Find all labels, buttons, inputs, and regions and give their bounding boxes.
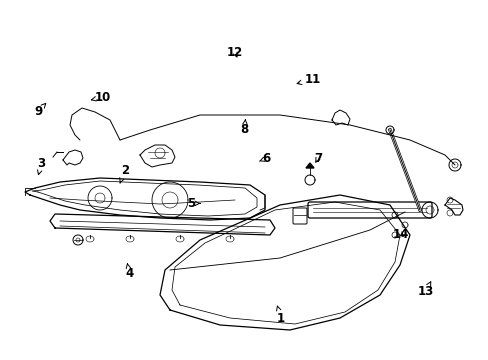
Polygon shape [331, 110, 349, 125]
Text: 7: 7 [313, 152, 321, 165]
Text: 14: 14 [392, 228, 408, 240]
Text: 6: 6 [259, 152, 270, 165]
Text: 11: 11 [297, 73, 321, 86]
Polygon shape [305, 163, 313, 168]
FancyBboxPatch shape [307, 202, 431, 218]
Text: 10: 10 [91, 91, 111, 104]
Text: 8: 8 [240, 120, 248, 136]
Text: 5: 5 [186, 197, 200, 210]
Text: 13: 13 [416, 282, 433, 298]
Polygon shape [140, 145, 175, 167]
Text: 3: 3 [38, 157, 45, 175]
Text: 4: 4 [125, 264, 133, 280]
Text: 9: 9 [34, 103, 45, 118]
Text: 2: 2 [120, 165, 128, 183]
Text: 1: 1 [276, 306, 285, 325]
Polygon shape [448, 159, 460, 171]
Text: 12: 12 [226, 46, 243, 59]
